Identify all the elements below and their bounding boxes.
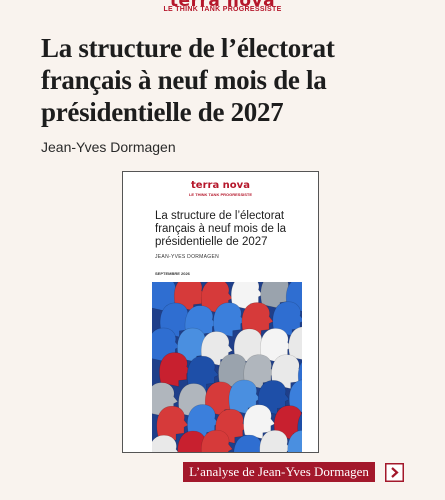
arrow-box <box>385 463 404 482</box>
tagline: LE THINK TANK PROGRESSISTE <box>163 6 282 13</box>
cover-logo: terra nova <box>191 180 250 191</box>
paper-face <box>257 380 290 415</box>
article-title: La structure de l’électorat français à n… <box>41 33 335 127</box>
arrow-button[interactable] <box>385 463 404 482</box>
cover-author: JEAN-YVES DORMAGEN <box>155 254 220 260</box>
logo[interactable]: terra nova <box>169 0 276 11</box>
report-cover[interactable]: terra nova LE THINK TANK PROGRESSISTE La… <box>123 172 318 452</box>
paper-face <box>156 405 189 441</box>
article-author: Jean-Yves Dormagen <box>41 139 176 155</box>
cover-date: SEPTEMBRE 2026 <box>155 271 190 276</box>
paper-face <box>288 326 302 360</box>
paper-face <box>273 405 302 440</box>
arrow-icon <box>391 467 399 478</box>
analysis-button[interactable]: L’analyse de Jean-Yves Dormagen <box>183 462 375 482</box>
paper-face <box>186 355 219 391</box>
paper-face <box>272 301 302 337</box>
paper-face <box>228 379 261 415</box>
cover-tagline: LE THINK TANK PROGRESSISTE <box>188 192 253 197</box>
cover-collage <box>152 282 302 452</box>
paper-face <box>243 404 276 440</box>
paper-face <box>287 430 302 452</box>
paper-face <box>233 434 264 452</box>
paper-face <box>201 429 233 452</box>
paper-face <box>288 379 302 413</box>
paper-face <box>152 434 179 452</box>
paper-face <box>241 302 274 337</box>
cover-title: La structure de l’électorat français à n… <box>155 210 287 249</box>
